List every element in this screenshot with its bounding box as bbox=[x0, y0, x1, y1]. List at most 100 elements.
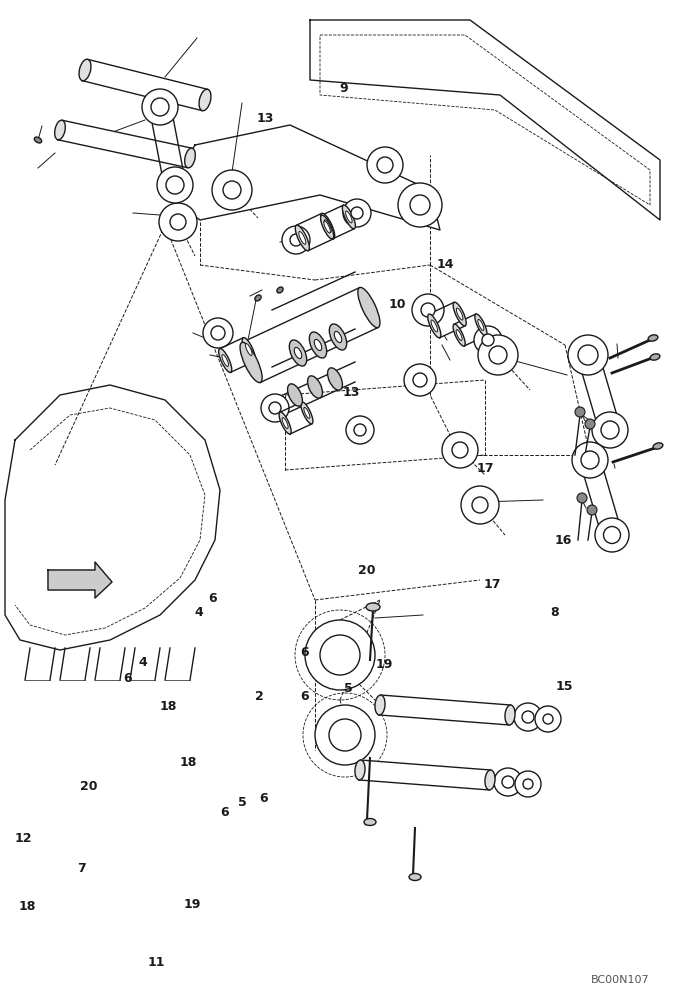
Ellipse shape bbox=[653, 443, 663, 449]
Circle shape bbox=[577, 493, 587, 503]
Circle shape bbox=[413, 373, 427, 387]
Circle shape bbox=[522, 711, 534, 723]
Circle shape bbox=[157, 167, 193, 203]
Text: 17: 17 bbox=[483, 578, 501, 591]
Polygon shape bbox=[58, 120, 192, 168]
Ellipse shape bbox=[282, 418, 288, 429]
Circle shape bbox=[367, 147, 403, 183]
Circle shape bbox=[595, 518, 629, 552]
Ellipse shape bbox=[324, 220, 331, 232]
Circle shape bbox=[472, 497, 488, 513]
Text: 6: 6 bbox=[124, 672, 132, 684]
Polygon shape bbox=[280, 402, 312, 434]
Ellipse shape bbox=[54, 120, 65, 140]
Circle shape bbox=[592, 412, 628, 448]
Circle shape bbox=[489, 346, 507, 364]
Text: 13: 13 bbox=[342, 385, 360, 398]
Text: 17: 17 bbox=[477, 462, 494, 475]
Ellipse shape bbox=[428, 314, 441, 338]
Circle shape bbox=[329, 719, 361, 751]
Ellipse shape bbox=[295, 225, 309, 251]
Ellipse shape bbox=[328, 368, 343, 390]
Circle shape bbox=[478, 335, 518, 375]
Ellipse shape bbox=[301, 402, 313, 424]
Ellipse shape bbox=[299, 232, 306, 244]
Circle shape bbox=[543, 714, 553, 724]
Ellipse shape bbox=[324, 221, 330, 233]
Text: 13: 13 bbox=[256, 111, 274, 124]
Text: 20: 20 bbox=[358, 564, 376, 576]
Circle shape bbox=[343, 199, 371, 227]
Polygon shape bbox=[580, 457, 622, 538]
Polygon shape bbox=[454, 314, 486, 346]
Polygon shape bbox=[220, 338, 254, 372]
Polygon shape bbox=[296, 213, 334, 251]
Circle shape bbox=[523, 779, 533, 789]
Polygon shape bbox=[577, 352, 620, 433]
Text: 4: 4 bbox=[139, 656, 147, 668]
Circle shape bbox=[514, 703, 542, 731]
Text: 11: 11 bbox=[148, 956, 165, 970]
Ellipse shape bbox=[355, 760, 365, 780]
Circle shape bbox=[151, 98, 169, 116]
Circle shape bbox=[452, 442, 468, 458]
Text: 14: 14 bbox=[437, 258, 454, 271]
Ellipse shape bbox=[289, 340, 307, 366]
Ellipse shape bbox=[199, 89, 211, 111]
Circle shape bbox=[269, 402, 281, 414]
Ellipse shape bbox=[409, 874, 421, 880]
Ellipse shape bbox=[245, 344, 252, 355]
Text: 6: 6 bbox=[260, 792, 268, 804]
Circle shape bbox=[404, 364, 436, 396]
Ellipse shape bbox=[288, 384, 303, 406]
Ellipse shape bbox=[307, 376, 322, 398]
Text: 2: 2 bbox=[256, 690, 264, 702]
Text: 18: 18 bbox=[180, 756, 197, 770]
Circle shape bbox=[170, 214, 186, 230]
Text: BC00N107: BC00N107 bbox=[591, 975, 649, 985]
Ellipse shape bbox=[314, 339, 322, 351]
Circle shape bbox=[261, 394, 289, 422]
Circle shape bbox=[515, 771, 541, 797]
Ellipse shape bbox=[242, 338, 255, 361]
Text: 20: 20 bbox=[80, 780, 97, 794]
Ellipse shape bbox=[431, 320, 437, 332]
Text: 15: 15 bbox=[556, 680, 573, 692]
Text: 18: 18 bbox=[18, 900, 36, 912]
Text: 5: 5 bbox=[238, 796, 246, 810]
Circle shape bbox=[587, 505, 597, 515]
Circle shape bbox=[203, 318, 233, 348]
Circle shape bbox=[398, 183, 442, 227]
Ellipse shape bbox=[648, 335, 658, 341]
Circle shape bbox=[474, 326, 502, 354]
Circle shape bbox=[142, 89, 178, 125]
Text: 6: 6 bbox=[220, 806, 228, 818]
Ellipse shape bbox=[34, 137, 41, 143]
Circle shape bbox=[502, 776, 514, 788]
Circle shape bbox=[572, 442, 608, 478]
Circle shape bbox=[354, 424, 366, 436]
Polygon shape bbox=[82, 59, 207, 111]
Ellipse shape bbox=[650, 354, 660, 360]
Ellipse shape bbox=[279, 412, 291, 434]
Circle shape bbox=[282, 226, 310, 254]
Circle shape bbox=[578, 345, 598, 365]
Ellipse shape bbox=[222, 355, 228, 366]
Polygon shape bbox=[379, 695, 511, 725]
Ellipse shape bbox=[358, 287, 380, 328]
Text: 19: 19 bbox=[183, 898, 201, 910]
Circle shape bbox=[211, 326, 225, 340]
Ellipse shape bbox=[453, 302, 466, 326]
Ellipse shape bbox=[453, 324, 465, 346]
Text: 6: 6 bbox=[208, 591, 216, 604]
Polygon shape bbox=[165, 125, 440, 230]
Ellipse shape bbox=[505, 705, 515, 725]
Circle shape bbox=[601, 421, 619, 439]
Ellipse shape bbox=[277, 287, 283, 293]
Ellipse shape bbox=[335, 331, 342, 343]
Ellipse shape bbox=[364, 818, 376, 826]
Ellipse shape bbox=[219, 349, 232, 372]
Ellipse shape bbox=[345, 211, 352, 223]
Ellipse shape bbox=[456, 330, 462, 341]
Circle shape bbox=[159, 203, 197, 241]
